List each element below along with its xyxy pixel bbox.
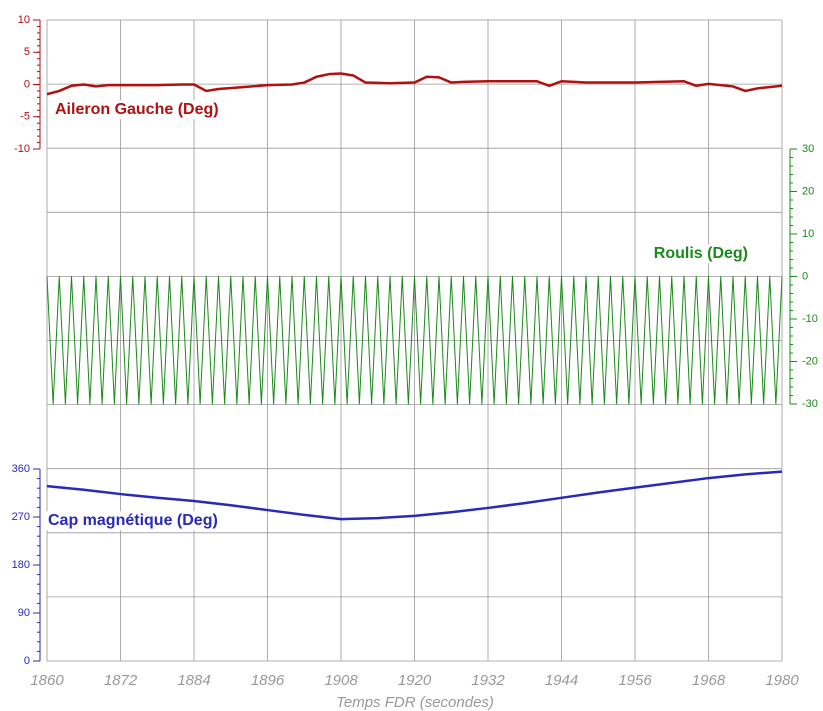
y-tick-label: -5 <box>20 111 30 123</box>
x-tick-label: 1968 <box>692 672 726 689</box>
x-tick-label: 1908 <box>324 672 358 689</box>
y-tick-label: 270 <box>12 511 30 523</box>
series-line <box>46 470 783 521</box>
y-tick-label: 0 <box>24 655 30 667</box>
x-tick-label: 1956 <box>618 672 652 689</box>
x-tick-label: 1860 <box>30 672 64 689</box>
y-tick-label: -10 <box>802 313 818 325</box>
plot <box>46 72 783 521</box>
x-tick-label: 1980 <box>765 672 799 689</box>
y-tick-label: 10 <box>802 228 814 240</box>
y-tick-label: -10 <box>14 143 30 155</box>
y-tick-label: 360 <box>12 463 30 475</box>
y-tick-label: -30 <box>802 398 818 410</box>
series-label: Aileron Gauche (Deg) <box>55 101 219 118</box>
label-background <box>52 100 222 120</box>
series-label: Roulis (Deg) <box>654 245 748 262</box>
y-tick-label: -20 <box>802 355 818 367</box>
x-tick-label: 1896 <box>251 672 285 689</box>
label-background <box>45 511 221 531</box>
y-tick-label: 0 <box>24 78 30 90</box>
y-tick-label: 10 <box>18 14 30 26</box>
x-tick-label: 1944 <box>545 672 578 689</box>
y-tick-label: 5 <box>24 46 30 58</box>
x-tick-label: 1932 <box>471 672 505 689</box>
x-tick-label: 1920 <box>398 672 432 689</box>
y-tick-label: 20 <box>802 185 814 197</box>
series-line <box>46 72 783 96</box>
label-background <box>650 244 751 264</box>
y-tick-label: 0 <box>802 270 808 282</box>
y-tick-label: 90 <box>18 607 30 619</box>
x-tick-label: 1872 <box>104 672 138 689</box>
x-axis-label: Temps FDR (secondes) <box>336 694 494 711</box>
y-tick-label: 180 <box>12 559 30 571</box>
series-label: Cap magnétique (Deg) <box>48 512 218 529</box>
y-tick-label: 30 <box>802 143 814 155</box>
grid <box>46 19 783 662</box>
series-line <box>46 276 783 405</box>
x-tick-label: 1884 <box>177 672 210 689</box>
